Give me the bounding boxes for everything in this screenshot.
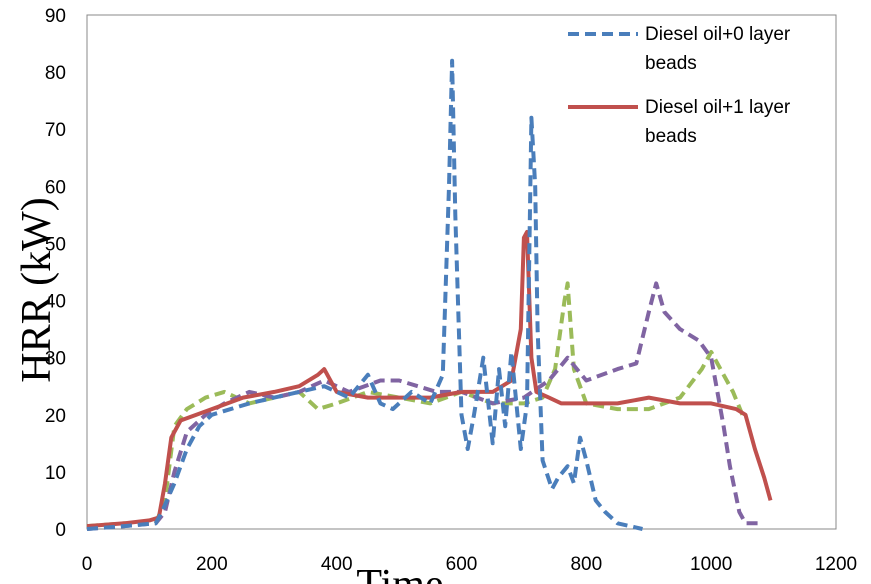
y-tick-labels: 0 10 20 30 40 50 60 70 80 90 — [45, 6, 66, 541]
x-tick-labels: 0 200 400 600 800 1000 1200 — [82, 554, 857, 575]
x-tick-label: 1000 — [690, 554, 732, 575]
plot-area-frame — [86, 14, 837, 530]
x-tick-label: 600 — [446, 554, 478, 575]
y-tick-label: 10 — [45, 463, 66, 484]
series-line — [86, 58, 643, 531]
y-tick-label: 60 — [45, 177, 66, 198]
y-tick-label: 50 — [45, 234, 66, 255]
series-line — [86, 281, 758, 531]
legend-label: Diesel oil+1 layer beads — [645, 97, 791, 147]
legend-label: Diesel oil+0 layer beads — [645, 24, 791, 74]
y-axis-title: HRR (kW) — [14, 197, 60, 382]
y-tick-label: 40 — [45, 292, 66, 313]
y-tick-label: 20 — [45, 406, 66, 427]
x-axis-title: Time — [356, 562, 443, 584]
x-tick-label: 0 — [82, 554, 93, 575]
series-line — [86, 281, 745, 529]
series-line — [86, 230, 773, 529]
y-tick-label: 30 — [45, 349, 66, 370]
series-layer — [86, 58, 773, 531]
y-tick-label: 0 — [55, 520, 66, 541]
x-tick-label: 1200 — [815, 554, 857, 575]
y-tick-label: 80 — [45, 63, 66, 84]
x-tick-label: 400 — [321, 554, 353, 575]
x-tick-label: 800 — [570, 554, 602, 575]
y-tick-label: 90 — [45, 6, 66, 27]
x-tick-label: 200 — [196, 554, 228, 575]
y-tick-label: 70 — [45, 120, 66, 141]
legend: Diesel oil+0 layer beads Diesel oil+1 laye… — [568, 24, 791, 147]
